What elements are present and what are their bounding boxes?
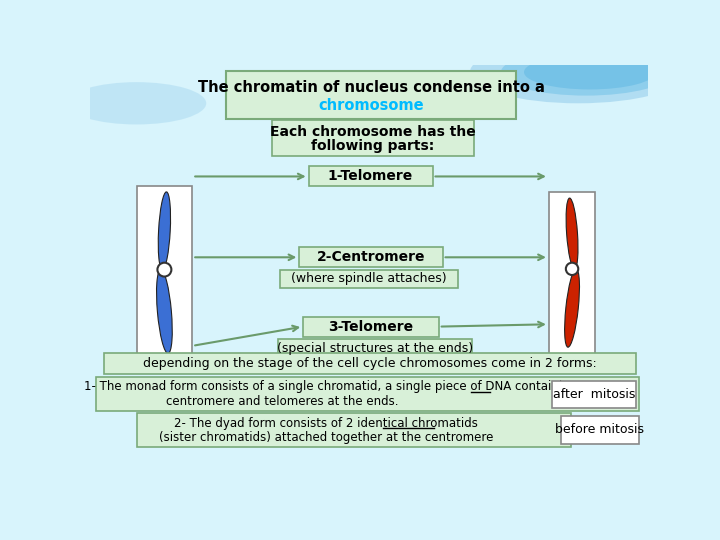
Ellipse shape [158, 262, 171, 276]
FancyBboxPatch shape [137, 186, 192, 361]
Text: before mitosis: before mitosis [555, 423, 644, 436]
Ellipse shape [566, 198, 578, 269]
Text: 1-Telomere: 1-Telomere [328, 170, 413, 184]
Text: 2-Centromere: 2-Centromere [317, 251, 426, 264]
FancyBboxPatch shape [552, 381, 636, 408]
FancyBboxPatch shape [225, 71, 516, 119]
Ellipse shape [469, 42, 687, 103]
Text: following parts:: following parts: [311, 139, 434, 153]
FancyBboxPatch shape [96, 377, 639, 411]
FancyBboxPatch shape [279, 339, 472, 357]
Ellipse shape [156, 270, 172, 353]
FancyBboxPatch shape [549, 192, 595, 354]
Ellipse shape [566, 262, 578, 275]
Text: centromere and telomeres at the ends.: centromere and telomeres at the ends. [166, 395, 398, 408]
Ellipse shape [158, 192, 171, 269]
Text: 3-Telomere: 3-Telomere [328, 320, 413, 334]
FancyBboxPatch shape [309, 166, 433, 186]
Text: chromosome: chromosome [318, 98, 424, 113]
FancyBboxPatch shape [300, 247, 443, 267]
Ellipse shape [500, 49, 671, 96]
Text: (sister chromatids) attached together at the centromere: (sister chromatids) attached together at… [159, 431, 494, 444]
Text: (where spindle attaches): (where spindle attaches) [291, 272, 447, 285]
FancyBboxPatch shape [272, 120, 474, 156]
Ellipse shape [524, 55, 656, 90]
Text: after  mitosis: after mitosis [552, 388, 635, 401]
FancyBboxPatch shape [137, 413, 570, 447]
Ellipse shape [67, 82, 206, 125]
Text: Each chromosome has the: Each chromosome has the [270, 125, 476, 139]
Text: 1- The monad form consists of a single chromatid, a single piece of DNA containi: 1- The monad form consists of a single c… [84, 380, 588, 394]
FancyBboxPatch shape [561, 416, 639, 444]
FancyBboxPatch shape [303, 316, 438, 336]
FancyBboxPatch shape [280, 269, 458, 288]
Text: The chromatin of nucleus condense into a: The chromatin of nucleus condense into a [197, 80, 544, 95]
Text: depending on the stage of the cell cycle chromosomes come in 2 forms:: depending on the stage of the cell cycle… [143, 357, 597, 370]
Text: (special structures at the ends): (special structures at the ends) [277, 342, 473, 355]
Text: 2- The dyad form consists of 2 identical chromatids: 2- The dyad form consists of 2 identical… [174, 416, 478, 429]
FancyBboxPatch shape [104, 353, 636, 374]
Ellipse shape [564, 269, 580, 347]
